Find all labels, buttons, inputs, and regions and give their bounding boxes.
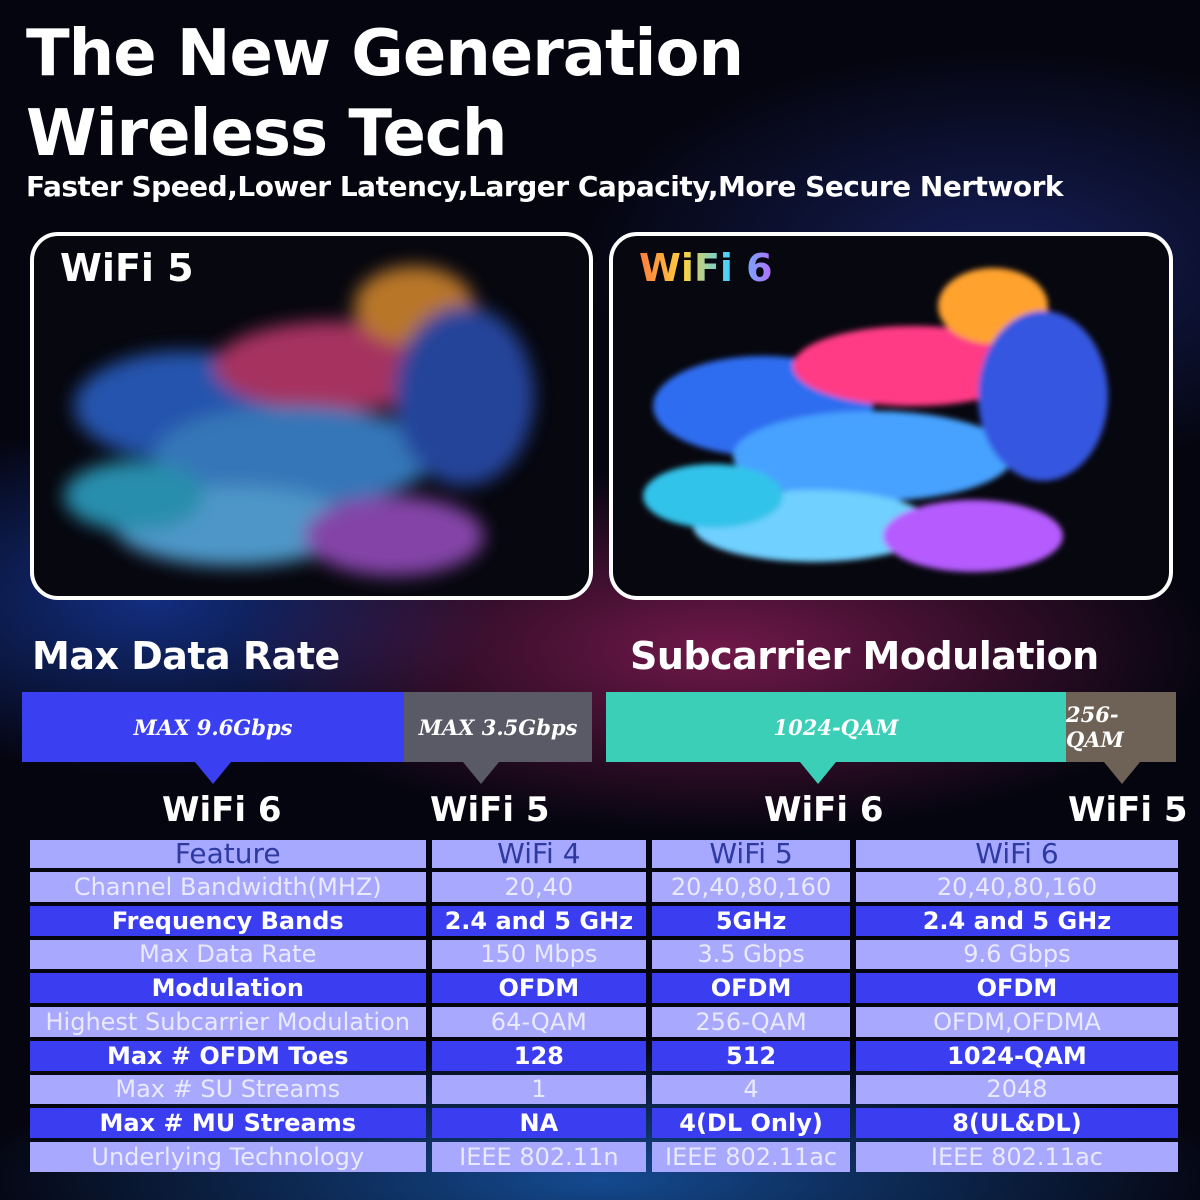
wifi5-data-rate-bar: MAX 3.5Gbps (404, 692, 592, 762)
subtitle: Faster Speed,Lower Latency,Larger Capaci… (26, 170, 1064, 203)
table-cell: Max Data Rate (30, 939, 426, 970)
table-row: Underlying Technology IEEE 802.11n IEEE 80… (30, 1142, 1178, 1172)
table-cell: 20,40 (431, 872, 647, 902)
wifi5-image-panel: WiFi 5 (30, 232, 593, 600)
wifi6-modulation-pointer (800, 762, 836, 784)
table-cell: 3.5 Gbps (652, 939, 850, 970)
table-cell: Max # SU Streams (30, 1074, 426, 1105)
wifi5-panel-label: WiFi 5 (60, 246, 194, 290)
headline-line-2: Wireless Tech (26, 97, 507, 171)
table-cell: OFDM,OFDMA (855, 1007, 1178, 1037)
wifi5-rate-label: WiFi 5 (430, 790, 550, 830)
table-row: Max # MU Streams NA 4(DL Only) 8(UL&DL) (30, 1108, 1178, 1139)
table-cell: Frequency Bands (30, 905, 426, 936)
data-rate-title: Max Data Rate (32, 634, 340, 678)
table-row: Highest Subcarrier Modulation 64-QAM 256-Q… (30, 1007, 1178, 1037)
table-row: Frequency Bands 2.4 and 5 GHz 5GHz 2.4 and … (30, 905, 1178, 936)
table-cell: Max # MU Streams (30, 1108, 426, 1139)
blurred-dancer-image (64, 266, 534, 576)
wifi5-modulation-pointer (1104, 762, 1140, 784)
table-cell: 4 (652, 1074, 850, 1105)
table-cell: OFDM (652, 973, 850, 1004)
table-cell: IEEE 802.11ac (652, 1142, 850, 1172)
sharp-dancer-image (643, 268, 1108, 572)
wifi6-image-panel: WiFi 6 (609, 232, 1173, 600)
table-cell: Max # OFDM Toes (30, 1040, 426, 1071)
table-cell: 256-QAM (652, 1007, 850, 1037)
table-cell: IEEE 802.11ac (855, 1142, 1178, 1172)
header-feature: Feature (30, 840, 426, 868)
wifi6-rate-label: WiFi 6 (162, 790, 282, 830)
table-cell: 64-QAM (431, 1007, 647, 1037)
table-cell: Underlying Technology (30, 1142, 426, 1172)
table-row: Max Data Rate 150 Mbps 3.5 Gbps 9.6 Gbps (30, 939, 1178, 970)
table-cell: 128 (431, 1040, 647, 1071)
table-cell: 20,40,80,160 (652, 872, 850, 902)
table-cell: 1 (431, 1074, 647, 1105)
table-cell: 2.4 and 5 GHz (855, 905, 1178, 936)
table-cell: 8(UL&DL) (855, 1108, 1178, 1139)
table-cell: 2.4 and 5 GHz (431, 905, 647, 936)
table-row: Channel Bandwidth(MHZ) 20,40 20,40,80,160 2… (30, 872, 1178, 902)
table-cell: 150 Mbps (431, 939, 647, 970)
header-wifi6: WiFi 6 (855, 840, 1178, 868)
table-cell: NA (431, 1108, 647, 1139)
wifi-comparison-table: Feature WiFi 4 WiFi 5 WiFi 6 Channel Ban… (24, 836, 1184, 1176)
wifi6-panel-label: WiFi 6 (639, 246, 773, 290)
table-cell: OFDM (855, 973, 1178, 1004)
table-cell: 4(DL Only) (652, 1108, 850, 1139)
header-wifi5: WiFi 5 (652, 840, 850, 868)
wifi6-data-rate-bar: MAX 9.6Gbps (22, 692, 404, 762)
header-wifi4: WiFi 4 (431, 840, 647, 868)
table-row: Max # OFDM Toes 128 512 1024-QAM (30, 1040, 1178, 1071)
headline-line-1: The New Generation (26, 17, 744, 91)
table-cell: 9.6 Gbps (855, 939, 1178, 970)
table-cell: Modulation (30, 973, 426, 1004)
table-cell: IEEE 802.11n (431, 1142, 647, 1172)
table-cell: OFDM (431, 973, 647, 1004)
modulation-title: Subcarrier Modulation (630, 634, 1099, 678)
wifi5-modulation-bar: 256-QAM (1066, 692, 1176, 762)
table-cell: Highest Subcarrier Modulation (30, 1007, 426, 1037)
wifi5-modulation-label: WiFi 5 (1068, 790, 1188, 830)
table-cell: 20,40,80,160 (855, 872, 1178, 902)
table-cell: Channel Bandwidth(MHZ) (30, 872, 426, 902)
table-row: Modulation OFDM OFDM OFDM (30, 973, 1178, 1004)
wifi6-modulation-bar: 1024-QAM (606, 692, 1066, 762)
table-row: Max # SU Streams 1 4 2048 (30, 1074, 1178, 1105)
wifi6-rate-pointer (195, 762, 231, 784)
table-cell: 512 (652, 1040, 850, 1071)
table-cell: 5GHz (652, 905, 850, 936)
wifi5-rate-pointer (463, 762, 499, 784)
table-header-row: Feature WiFi 4 WiFi 5 WiFi 6 (30, 840, 1178, 868)
table-cell: 1024-QAM (855, 1040, 1178, 1071)
wifi6-modulation-label: WiFi 6 (764, 790, 884, 830)
table-cell: 2048 (855, 1074, 1178, 1105)
headline: The New Generation Wireless Tech (26, 14, 926, 174)
